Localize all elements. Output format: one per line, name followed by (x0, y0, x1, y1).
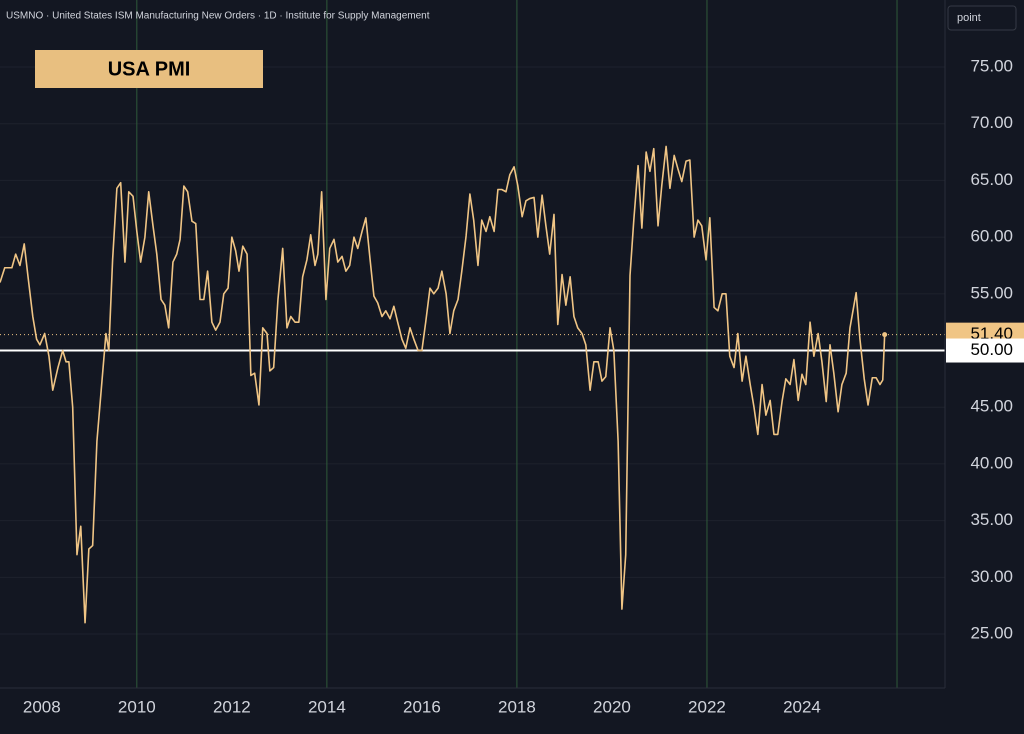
chart-title: USA PMI (108, 58, 191, 80)
annotation-tag (946, 338, 1024, 363)
x-tick-label: 2024 (783, 697, 821, 716)
y-tick-label: 40.00 (970, 453, 1013, 472)
annotation-label: 50.00 (970, 340, 1013, 359)
y-tick-label: 55.00 (970, 283, 1013, 302)
x-tick-label: 2018 (498, 697, 536, 716)
header: USMNO · United States ISM Manufacturing … (6, 11, 430, 22)
y-tick-label: 65.00 (970, 170, 1013, 189)
y-tick-label: 30.00 (970, 567, 1013, 586)
x-tick-label: 2022 (688, 697, 726, 716)
title-box (35, 50, 263, 88)
x-tick-label: 2016 (403, 697, 441, 716)
x-tick-label: 2012 (213, 697, 251, 716)
x-tick-label: 2014 (308, 697, 346, 716)
scale-button[interactable] (947, 5, 1017, 31)
y-tick-label: 75.00 (970, 57, 1013, 76)
data-line (0, 145, 886, 624)
y-tick-label: 70.00 (970, 113, 1013, 132)
x-tick-label: 2010 (118, 697, 156, 716)
x-tick-label: 2008 (23, 697, 61, 716)
annotation-label: 51.40 (970, 324, 1013, 343)
last-point (882, 332, 888, 338)
y-tick-label: 45.00 (970, 397, 1013, 416)
y-tick-label: 60.00 (970, 227, 1013, 246)
y-tick-label: 25.00 (970, 624, 1013, 643)
y-tick-label: 35.00 (970, 510, 1013, 529)
scale-button-label[interactable]: point (957, 12, 981, 24)
x-tick-label: 2020 (593, 697, 631, 716)
